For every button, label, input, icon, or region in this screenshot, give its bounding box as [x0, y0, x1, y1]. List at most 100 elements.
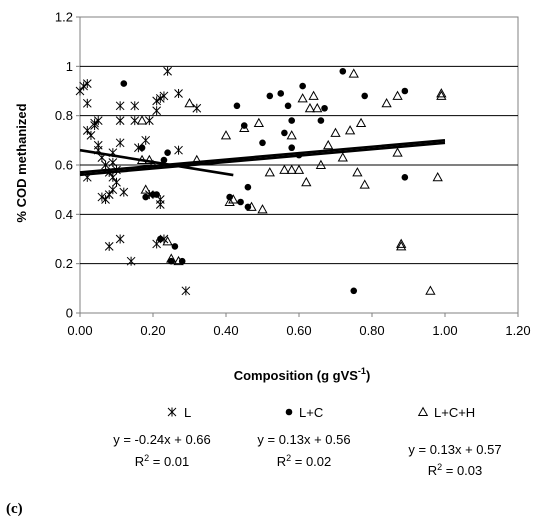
legend-label: L [184, 405, 191, 420]
data-point [174, 145, 183, 155]
data-point [355, 117, 367, 128]
data-point [264, 167, 275, 177]
data-point [191, 154, 202, 165]
x-axis-ticks: 0.00 0.20 0.40 0.60 0.80 1.00 1.20 [67, 313, 531, 338]
data-point [112, 165, 121, 175]
r-squared: R2 = 0.02 [277, 453, 332, 469]
data-point [90, 118, 99, 128]
data-point [82, 125, 92, 135]
data-point [396, 238, 407, 248]
x-tick-label: 0.40 [213, 323, 238, 338]
data-point [130, 101, 140, 111]
data-point [142, 193, 149, 201]
r-squared-superscript: 2 [286, 453, 291, 463]
data-point [224, 196, 235, 206]
data-point [104, 241, 114, 251]
data-point [119, 187, 129, 197]
x-tick-label: 1.20 [505, 323, 530, 338]
data-point [82, 79, 92, 89]
panel-label: (c) [6, 501, 23, 517]
data-point [239, 122, 250, 132]
r-squared-symbol: R [135, 454, 144, 469]
trendline [79, 141, 446, 177]
data-point [115, 234, 125, 244]
data-point [192, 103, 202, 113]
legend-marker [167, 407, 177, 417]
r-squared-superscript: 2 [144, 453, 149, 463]
data-point [344, 125, 356, 135]
y-axis-ticks: 0 0.2 0.4 0.6 0.8 1 1.2 [55, 10, 80, 321]
r-squared: R2 = 0.03 [428, 462, 483, 478]
data-point [167, 257, 175, 265]
x-axis-title-main: Composition (g gVS [234, 368, 359, 383]
y-tick-label: 0.8 [55, 108, 73, 123]
data-point [136, 115, 148, 125]
data-point [163, 66, 172, 76]
data-point [337, 152, 348, 162]
data-point [392, 90, 403, 100]
data-point [97, 192, 107, 202]
data-point [246, 201, 257, 211]
data-point [164, 149, 171, 156]
x-tick-label: 1.00 [432, 323, 457, 338]
data-point [108, 172, 118, 182]
y-tick-label: 0.6 [55, 158, 73, 173]
data-point [162, 236, 173, 246]
y-tick-label: 1.2 [55, 10, 73, 25]
data-point [339, 67, 347, 75]
r-squared-value: = 0.02 [291, 454, 331, 469]
data-point [286, 164, 297, 174]
x-tick-label: 0.60 [286, 323, 311, 338]
data-point [160, 156, 168, 164]
data-point [220, 130, 232, 140]
data-point [237, 198, 244, 206]
data-point [401, 87, 409, 95]
data-point [323, 139, 334, 150]
data-point [108, 148, 118, 158]
equation: y = 0.13x + 0.57 [408, 442, 501, 457]
data-point [277, 90, 285, 97]
r-squared-symbol: R [277, 454, 286, 469]
data-point [115, 101, 125, 111]
y-tick-label: 0.2 [55, 256, 73, 271]
data-points [75, 66, 447, 296]
data-point [266, 92, 274, 100]
data-point [130, 116, 140, 126]
data-point [436, 88, 447, 98]
data-point [101, 195, 110, 205]
data-point [155, 93, 165, 103]
data-point [279, 164, 290, 174]
data-point [126, 256, 136, 266]
data-point [140, 184, 151, 194]
r-squared-symbol: R [428, 463, 437, 478]
data-point [184, 98, 195, 108]
series-l-plus-c-plus-h [136, 68, 447, 295]
data-point [79, 81, 89, 91]
data-point [141, 135, 151, 145]
data-point [352, 167, 363, 177]
legend: L L+C L+C+H [167, 405, 475, 420]
data-point [259, 139, 266, 147]
data-point [317, 117, 325, 124]
r-squared-value: = 0.01 [149, 454, 189, 469]
data-point [293, 164, 305, 174]
series-l-plus-c [120, 67, 409, 295]
data-point [120, 80, 128, 87]
r-squared: R2 = 0.01 [135, 453, 190, 469]
data-point [108, 158, 118, 168]
data-point [75, 86, 85, 96]
data-point [159, 91, 169, 101]
data-point [359, 179, 370, 189]
data-point [348, 68, 359, 78]
data-point [304, 102, 316, 113]
data-point [288, 144, 296, 152]
data-point [299, 82, 306, 90]
data-point [108, 185, 118, 195]
data-point [244, 183, 252, 191]
data-point [425, 285, 436, 295]
data-point [97, 153, 107, 163]
data-point [136, 154, 148, 165]
data-point [93, 116, 103, 126]
data-point [330, 127, 341, 137]
